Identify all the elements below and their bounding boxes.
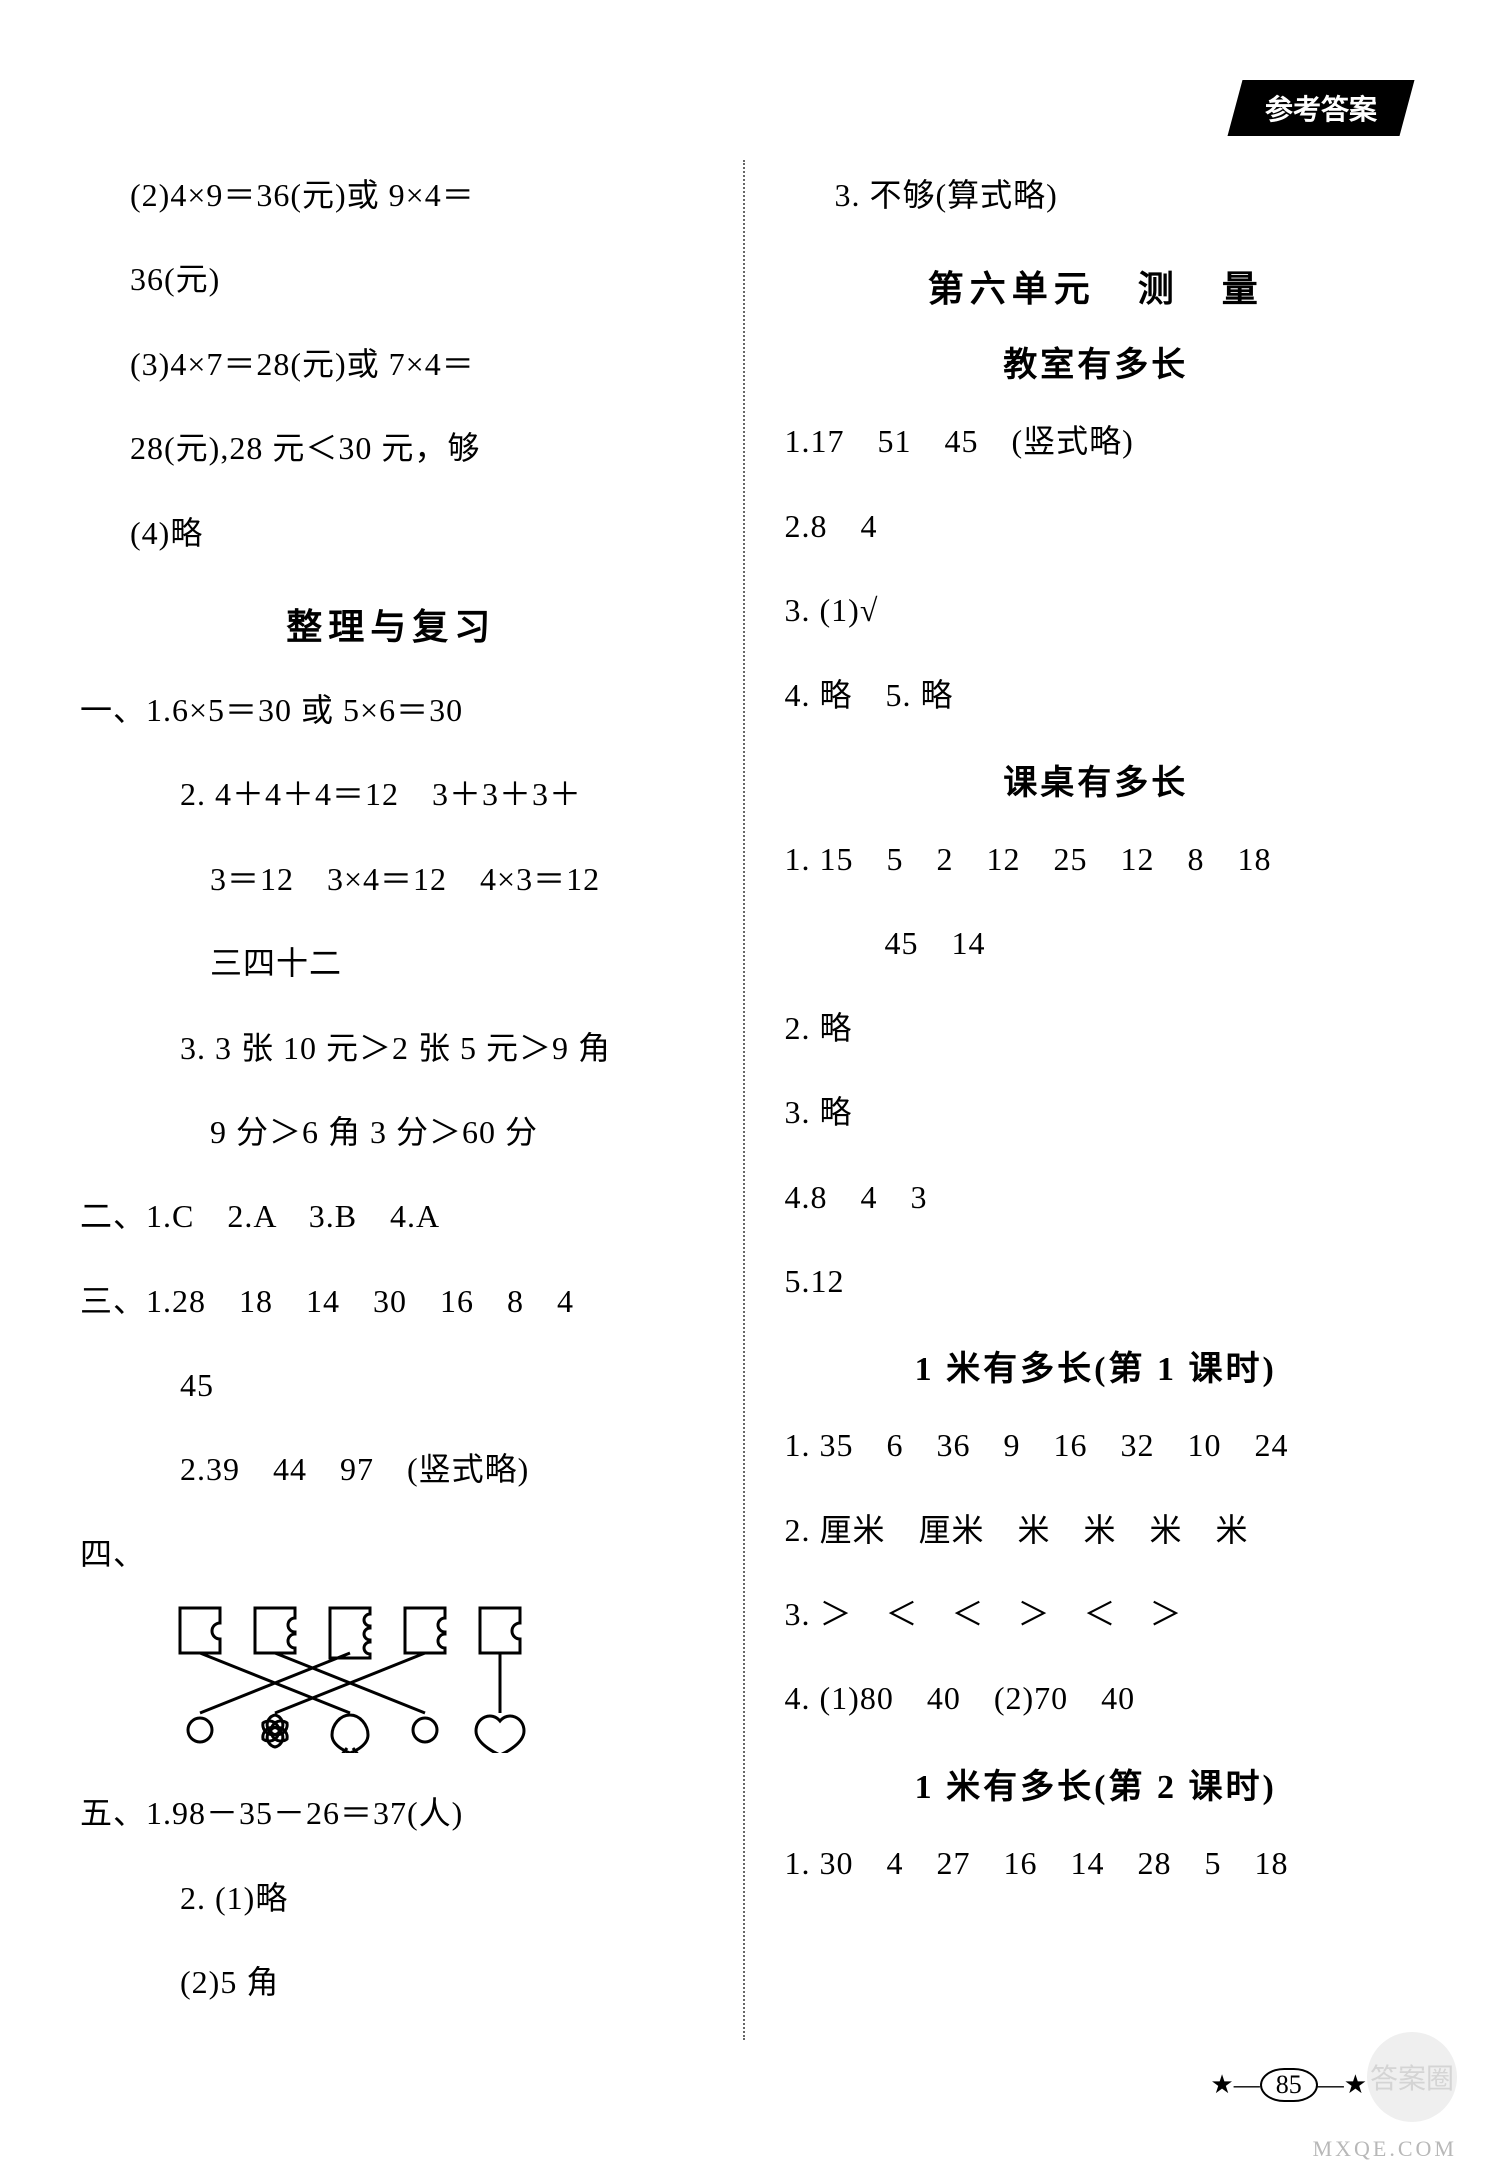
answer-line: 4. 略 5. 略 <box>785 660 1408 730</box>
answer-line: 1. 30 4 27 16 14 28 5 18 <box>785 1828 1408 1898</box>
answer-line: 3. 不够(算式略) <box>785 160 1408 230</box>
answer-line: 2.39 44 97 (竖式略) <box>80 1434 703 1504</box>
answer-line: 36(元) <box>80 244 703 314</box>
page-footer: ★—85—★ <box>1210 2068 1367 2102</box>
matching-diagram <box>160 1603 610 1753</box>
answer-line: (3)4×7＝28(元)或 7×4＝ <box>80 329 703 399</box>
right-column: 3. 不够(算式略) 第六单元 测 量 教室有多长 1.17 51 45 (竖式… <box>745 160 1428 2040</box>
sub-title: 1 米有多长(第 1 课时) <box>785 1341 1408 1390</box>
left-column: (2)4×9＝36(元)或 9×4＝ 36(元) (3)4×7＝28(元)或 7… <box>80 160 745 2040</box>
answer-line: 28(元),28 元＜30 元，够 <box>80 413 703 483</box>
sub-title: 教室有多长 <box>785 337 1408 386</box>
answer-line: 五、1.98－35－26＝37(人) <box>80 1778 703 1848</box>
answer-line: 2. 厘米 厘米 米 米 米 米 <box>785 1495 1408 1565</box>
answer-line: 4. (1)80 40 (2)70 40 <box>785 1663 1408 1733</box>
header-tab: 参考答案 <box>1227 80 1414 136</box>
footer-star-icon: ★ <box>1210 2070 1233 2099</box>
answer-line: 一、1.6×5＝30 或 5×6＝30 <box>80 675 703 745</box>
answer-line: 45 <box>80 1350 703 1420</box>
answer-line: (2)5 角 <box>80 1947 703 2017</box>
watermark-text: MXQE.COM <box>1313 2136 1457 2162</box>
answer-line: 2. 4＋4＋4＝12 3＋3＋3＋ <box>80 759 703 829</box>
answer-line: (4)略 <box>80 498 703 568</box>
answer-line: 1.17 51 45 (竖式略) <box>785 406 1408 476</box>
answer-line: 9 分＞6 角 3 分＞60 分 <box>80 1097 703 1167</box>
answer-line: 2. (1)略 <box>80 1863 703 1933</box>
answer-line: 3. 略 <box>785 1077 1408 1147</box>
answer-line: 三四十二 <box>80 928 703 998</box>
sub-title: 课桌有多长 <box>785 755 1408 804</box>
footer-star-icon: ★ <box>1344 2070 1367 2099</box>
answer-line: 2. 略 <box>785 993 1408 1063</box>
answer-line: (2)4×9＝36(元)或 9×4＝ <box>80 160 703 230</box>
answer-line: 二、1.C 2.A 3.B 4.A <box>80 1181 703 1251</box>
answer-line: 45 14 <box>785 908 1408 978</box>
unit-title: 第六单元 测 量 <box>785 260 1408 312</box>
page-container: 参考答案 (2)4×9＝36(元)或 9×4＝ 36(元) (3)4×7＝28(… <box>0 0 1487 2182</box>
watermark-badge: 答案圈 <box>1367 2032 1457 2122</box>
answer-line: 3. (1)√ <box>785 575 1408 645</box>
answer-line: 5.12 <box>785 1246 1408 1316</box>
answer-line: 1. 35 6 36 9 16 32 10 24 <box>785 1410 1408 1480</box>
answer-line: 4.8 4 3 <box>785 1162 1408 1232</box>
section-title: 整理与复习 <box>80 598 703 650</box>
answer-line: 3. 3 张 10 元＞2 张 5 元＞9 角 <box>80 1013 703 1083</box>
sub-title: 1 米有多长(第 2 课时) <box>785 1759 1408 1808</box>
two-column-layout: (2)4×9＝36(元)或 9×4＝ 36(元) (3)4×7＝28(元)或 7… <box>80 160 1427 2040</box>
page-number: 85 <box>1260 2068 1318 2102</box>
answer-line: 三、1.28 18 14 30 16 8 4 <box>80 1266 703 1336</box>
answer-line: 3. ＞ ＜ ＜ ＞ ＜ ＞ <box>785 1579 1408 1649</box>
watermark-badge-text: 答案圈 <box>1370 2057 1454 2097</box>
answer-line: 1. 15 5 2 12 25 12 8 18 <box>785 824 1408 894</box>
answer-line: 3＝12 3×4＝12 4×3＝12 <box>80 844 703 914</box>
header-tab-label: 参考答案 <box>1265 88 1377 128</box>
answer-line: 2.8 4 <box>785 491 1408 561</box>
answer-line: 四、 <box>80 1519 703 1589</box>
